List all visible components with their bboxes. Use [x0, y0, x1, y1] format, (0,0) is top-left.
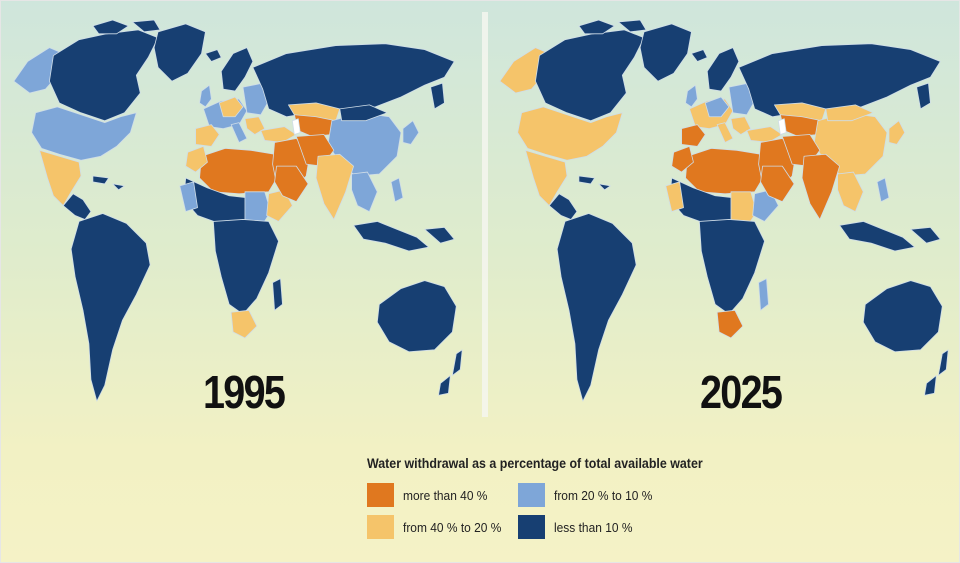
region-new-zealand [438, 349, 463, 396]
region-canada [49, 29, 159, 122]
region-caribbean [578, 175, 611, 191]
region-russia [252, 43, 455, 118]
region-greenland [153, 23, 206, 82]
region-indonesia [839, 221, 916, 252]
region-indonesia [353, 221, 430, 252]
legend-swatch [367, 515, 394, 539]
region-caribbean [92, 175, 125, 191]
world-map-1995-svg [13, 19, 463, 402]
region-uk [199, 84, 212, 108]
year-label-1995: 1995 [203, 366, 286, 418]
region-mongolia [339, 104, 388, 122]
region-india [801, 153, 840, 220]
region-mongolia [825, 104, 874, 122]
region-uk [685, 84, 698, 108]
region-mauritania [665, 181, 684, 212]
region-southeast-asia [837, 171, 864, 212]
region-mauritania [179, 181, 198, 212]
world-map-1995 [8, 18, 476, 413]
region-central-america [548, 193, 578, 220]
region-iceland [691, 49, 708, 62]
region-iberia [681, 124, 706, 147]
legend-swatch [518, 515, 545, 539]
region-usa [31, 106, 137, 161]
region-balkans [244, 116, 266, 135]
region-eastern-europe [728, 82, 756, 116]
region-scandinavia [220, 47, 254, 92]
legend-label: more than 40 % [403, 487, 488, 503]
legend-label: less than 10 % [554, 519, 633, 535]
lake-caspian [291, 118, 301, 135]
legend-item-40-to-20: from 40 % to 20 % [367, 515, 510, 539]
region-arabia [274, 165, 309, 203]
region-japan [888, 120, 906, 145]
region-south-america [70, 213, 151, 402]
region-turkey [746, 126, 783, 143]
legend-title: Water withdrawal as a percentage of tota… [367, 456, 703, 471]
legend-label: from 40 % to 20 % [403, 519, 502, 535]
region-north-africa [199, 147, 281, 195]
legend-item-20-to-10: from 20 % to 10 % [518, 483, 661, 507]
region-japan [402, 120, 420, 145]
region-philippines [876, 177, 890, 203]
region-south-africa [716, 309, 744, 339]
region-mexico [39, 149, 82, 207]
year-label-2025: 2025 [700, 366, 783, 418]
region-mexico [525, 149, 568, 207]
region-central-africa [212, 219, 279, 315]
region-greenland [639, 23, 692, 82]
world-map-2025-svg [499, 19, 949, 402]
region-russia [738, 43, 941, 118]
region-png [910, 226, 941, 244]
world-map-2025 [494, 18, 960, 413]
region-turkey [260, 126, 297, 143]
region-south-africa [230, 309, 258, 339]
region-north-africa [685, 147, 767, 195]
region-arctic-islands [92, 19, 161, 35]
legend-item-more-than-40: more than 40 % [367, 483, 495, 507]
region-iceland [205, 49, 222, 62]
legend-items: more than 40 % from 20 % to 10 % from 40… [367, 483, 747, 543]
region-balkans [730, 116, 752, 135]
region-morocco [185, 145, 208, 173]
map-legend: Water withdrawal as a percentage of tota… [367, 456, 747, 543]
region-australia [376, 280, 457, 353]
legend-item-less-than-10: less than 10 % [518, 515, 639, 539]
region-madagascar [272, 278, 283, 311]
region-arctic-islands [578, 19, 647, 35]
region-sudan [730, 191, 758, 228]
legend-swatch [518, 483, 545, 507]
region-central-europe [704, 96, 730, 118]
map-divider [482, 12, 488, 417]
lake-caspian [777, 118, 787, 135]
region-southeast-asia [351, 171, 378, 212]
region-usa [517, 106, 623, 161]
region-australia [862, 280, 943, 353]
region-madagascar [758, 278, 769, 311]
region-philippines [390, 177, 404, 203]
region-morocco [671, 145, 694, 173]
legend-label: from 20 % to 10 % [554, 487, 653, 503]
region-png [424, 226, 455, 244]
region-far-east [430, 82, 445, 110]
region-italy [716, 122, 734, 143]
region-iberia [195, 124, 220, 147]
region-italy [230, 122, 248, 143]
region-scandinavia [706, 47, 740, 92]
region-central-africa [698, 219, 765, 315]
region-india [315, 153, 354, 220]
region-arabia [760, 165, 795, 203]
region-far-east [916, 82, 931, 110]
region-sudan [244, 191, 272, 228]
legend-swatch [367, 483, 394, 507]
region-central-europe [218, 96, 244, 118]
region-canada [535, 29, 645, 122]
region-new-zealand [924, 349, 949, 396]
region-central-america [62, 193, 92, 220]
region-south-america [556, 213, 637, 402]
region-eastern-europe [242, 82, 270, 116]
